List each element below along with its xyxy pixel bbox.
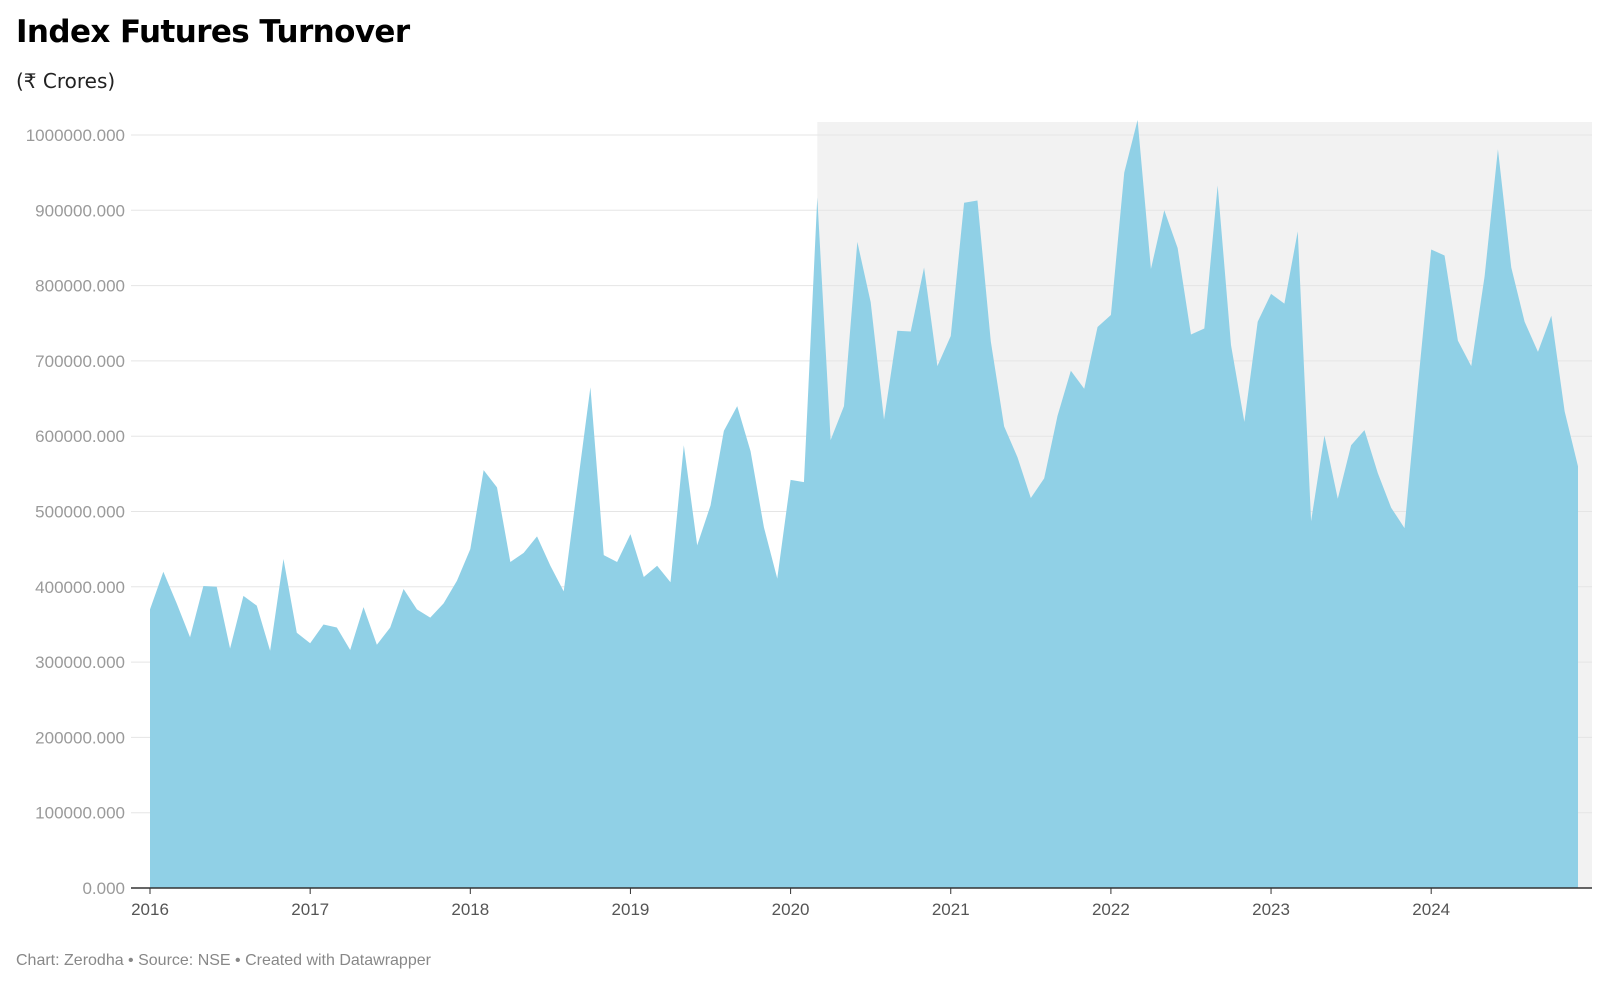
y-tick-label: 600000.000 <box>35 427 125 446</box>
y-tick-label: 500000.000 <box>35 503 125 522</box>
y-tick-label: 200000.000 <box>35 728 125 747</box>
y-tick-label: 100000.000 <box>35 804 125 823</box>
x-tick-label: 2018 <box>451 900 489 919</box>
y-tick-label: 400000.000 <box>35 578 125 597</box>
turnover-area <box>150 119 1578 888</box>
chart-footer-credit: Chart: Zerodha • Source: NSE • Created w… <box>16 952 431 969</box>
chart-title: Index Futures Turnover <box>16 14 410 50</box>
x-tick-label: 2021 <box>932 900 970 919</box>
y-tick-label: 900000.000 <box>35 201 125 220</box>
area-series-layer <box>150 119 1578 888</box>
chart-subtitle: (₹ Crores) <box>16 69 116 93</box>
y-tick-label: 700000.000 <box>35 352 125 371</box>
y-tick-label: 800000.000 <box>35 277 125 296</box>
x-tick-label: 2023 <box>1252 900 1290 919</box>
x-tick-label: 2017 <box>291 900 329 919</box>
x-tick-label: 2019 <box>612 900 650 919</box>
y-tick-label: 300000.000 <box>35 653 125 672</box>
x-tick-label: 2020 <box>772 900 810 919</box>
axes: 0.000 100000.000 200000.000 300000.000 40000… <box>26 126 1592 919</box>
x-tick-label: 2022 <box>1092 900 1130 919</box>
x-tick-label: 2024 <box>1412 900 1450 919</box>
y-tick-label: 0.000 <box>82 879 125 898</box>
x-tick-label: 2016 <box>131 900 169 919</box>
y-tick-label: 1000000.000 <box>26 126 125 145</box>
